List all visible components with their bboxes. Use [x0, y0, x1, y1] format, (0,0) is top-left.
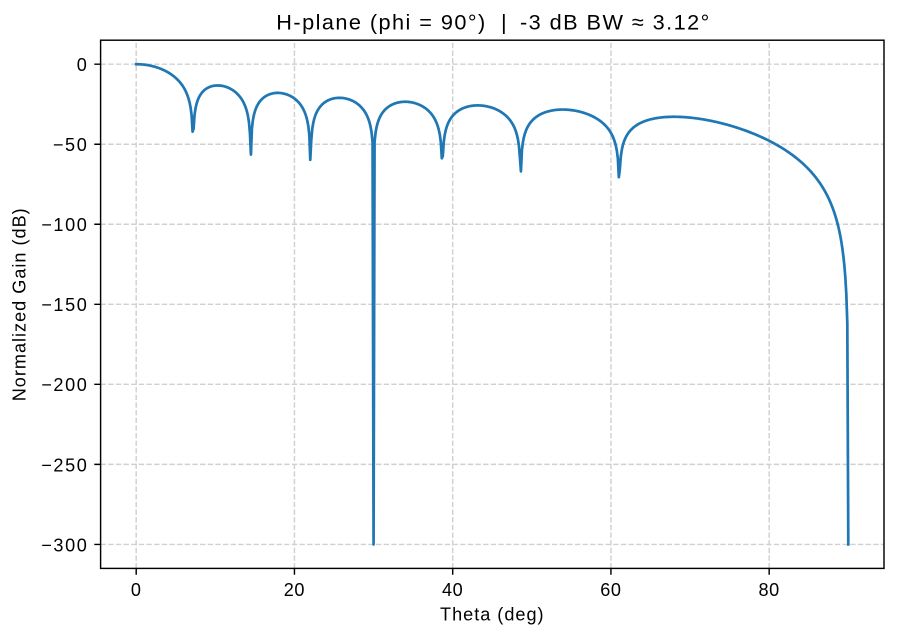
svg-text:−250: −250	[41, 455, 88, 475]
svg-text:|: |	[501, 9, 507, 34]
svg-text:H-plane (phi = 90°): H-plane (phi = 90°)	[276, 9, 486, 34]
svg-text:-3 dB BW ≈ 3.12°: -3 dB BW ≈ 3.12°	[520, 9, 711, 34]
svg-text:−150: −150	[41, 295, 88, 315]
svg-text:−50: −50	[53, 135, 89, 155]
svg-text:Theta (deg): Theta (deg)	[440, 604, 545, 624]
svg-text:−200: −200	[41, 375, 88, 395]
svg-text:−100: −100	[41, 215, 88, 235]
svg-text:40: 40	[442, 580, 463, 600]
svg-text:0: 0	[131, 580, 142, 600]
svg-text:20: 20	[284, 580, 305, 600]
svg-text:−300: −300	[41, 535, 88, 555]
svg-text:80: 80	[759, 580, 780, 600]
svg-text:60: 60	[600, 580, 621, 600]
svg-text:0: 0	[77, 55, 89, 75]
svg-text:Normalized Gain (dB): Normalized Gain (dB)	[9, 207, 29, 401]
